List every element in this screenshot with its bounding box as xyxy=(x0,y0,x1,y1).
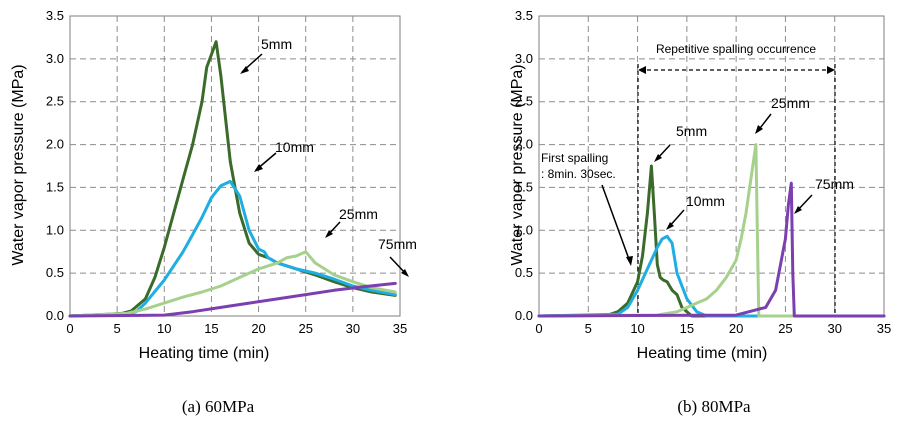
chart-60mpa-anno-75mm: 75mm xyxy=(378,236,417,252)
chart-80mpa-ytick-label: 0.0 xyxy=(515,308,533,323)
chart-60mpa-ytick-label: 0.5 xyxy=(46,265,64,280)
chart-60mpa-anno-10mm: 10mm xyxy=(275,139,314,155)
chart-80mpa-anno-75mm: 75mm xyxy=(815,176,854,192)
chart-60mpa-y-ticks: 0.0 0.5 1.0 1.5 2.0 2.5 3.0 3.5 xyxy=(46,8,64,323)
chart-60mpa-ytick-label: 2.0 xyxy=(46,137,64,152)
chart-60mpa-ytick-label: 1.0 xyxy=(46,222,64,237)
chart-80mpa-xtick-label: 10 xyxy=(630,321,644,336)
chart-80mpa-xtick-label: 5 xyxy=(585,321,592,336)
chart-80mpa-xtick-label: 15 xyxy=(680,321,694,336)
chart-60mpa-ytick-label: 0.0 xyxy=(46,308,64,323)
chart-80mpa-xlabel: Heating time (min) xyxy=(637,345,768,362)
chart-80mpa-arrowhead-75mm xyxy=(794,206,802,214)
chart-80mpa-series-75mm xyxy=(537,181,886,318)
chart-60mpa-xtick-label: 15 xyxy=(204,321,218,336)
chart-60mpa-grid xyxy=(69,15,401,317)
chart-60mpa-series-75mm xyxy=(68,281,397,318)
chart-60mpa-xtick-label: 30 xyxy=(346,321,360,336)
chart-80mpa-xtick-label: 25 xyxy=(778,321,792,336)
chart-60mpa-series-25mm xyxy=(68,250,397,318)
chart-60mpa-xtick-label: 20 xyxy=(251,321,265,336)
chart-60mpa-xtick-label: 0 xyxy=(66,321,73,336)
chart-80mpa-spalling-arrowhead-right xyxy=(827,66,835,74)
chart-80mpa-arrowhead-first-spalling xyxy=(626,256,633,266)
chart-60mpa-xtick-label: 35 xyxy=(393,321,407,336)
chart-60mpa-xtick-label: 25 xyxy=(298,321,312,336)
chart-80mpa-caption: (b) 80MPa xyxy=(677,397,751,416)
chart-60mpa-caption: (a) 60MPa xyxy=(182,397,255,416)
chart-80mpa-anno-5mm: 5mm xyxy=(676,123,707,139)
chart-80mpa-series-10mm xyxy=(537,234,886,318)
chart-80mpa-arrowhead-5mm xyxy=(654,154,662,162)
chart-60mpa-xtick-label: 5 xyxy=(114,321,121,336)
chart-60mpa-ytick-label: 1.5 xyxy=(46,179,64,194)
chart-60mpa-plot-border xyxy=(69,15,401,317)
chart-80mpa-anno-first-spalling: First spalling xyxy=(541,151,608,165)
chart-60mpa-ylabel: Water vapor pressure (MPa) xyxy=(10,64,27,265)
chart-80mpa-ylabel: Water vapor pressure (MPa) xyxy=(509,64,526,265)
chart-80mpa-plot-border xyxy=(538,15,885,317)
chart-80mpa: 0.00.51.01.52.02.53.03.5 0 5 10 15 20 25 30 35 … xyxy=(509,8,891,416)
chart-80mpa-ytick-label: 1.0 xyxy=(515,222,533,237)
chart-60mpa-arrowhead-10mm xyxy=(254,164,263,172)
chart-80mpa-spalling-arrowhead-left xyxy=(638,66,646,74)
chart-80mpa-anno-10mm: 10mm xyxy=(686,193,725,209)
chart-60mpa-anno-25mm: 25mm xyxy=(339,206,378,222)
chart-80mpa-series-25mm xyxy=(537,143,886,318)
chart-60mpa: 0.00.51.01.52.02.53.03.5 0 5 10 15 20 25 30 35 … xyxy=(10,8,417,416)
chart-60mpa-arrowhead-5mm xyxy=(240,66,249,74)
chart-80mpa-xtick-label: 35 xyxy=(877,321,891,336)
chart-80mpa-arrowhead-25mm xyxy=(755,125,763,134)
chart-60mpa-x-ticks: 0 5 10 15 20 25 30 35 xyxy=(66,321,407,336)
chart-60mpa-ytick-label: 2.5 xyxy=(46,94,64,109)
chart-80mpa-anno-25mm: 25mm xyxy=(771,95,810,111)
chart-60mpa-ytick-label: 3.5 xyxy=(46,8,64,23)
chart-80mpa-series xyxy=(537,143,886,318)
chart-60mpa-ytick-label: 3.0 xyxy=(46,51,64,66)
chart-80mpa-ytick-label: 3.0 xyxy=(515,51,533,66)
chart-60mpa-xtick-label: 10 xyxy=(157,321,171,336)
chart-80mpa-anno-first-spalling-time: : 8min. 30sec. xyxy=(541,167,616,181)
chart-80mpa-ytick-label: 0.5 xyxy=(515,265,533,280)
chart-80mpa-xtick-label: 20 xyxy=(729,321,743,336)
chart-80mpa-ytick-label: 1.5 xyxy=(515,179,533,194)
chart-80mpa-arrowhead-10mm xyxy=(666,222,674,230)
chart-80mpa-anno-repetitive: Repetitive spalling occurrence xyxy=(656,42,816,56)
chart-80mpa-series-5mm xyxy=(537,164,886,318)
chart-60mpa-anno-5mm: 5mm xyxy=(261,36,292,52)
chart-80mpa-x-ticks: 0 5 10 15 20 25 30 35 xyxy=(535,321,891,336)
chart-60mpa-arrowhead-25mm xyxy=(325,230,333,238)
chart-80mpa-xtick-label: 30 xyxy=(827,321,841,336)
chart-60mpa-series xyxy=(68,40,397,318)
chart-80mpa-xtick-label: 0 xyxy=(535,321,542,336)
chart-60mpa-arrowhead-75mm xyxy=(401,269,409,277)
chart-80mpa-arrow-first-spalling xyxy=(601,184,631,263)
chart-80mpa-ytick-label: 2.5 xyxy=(515,94,533,109)
chart-80mpa-ytick-label: 2.0 xyxy=(515,137,533,152)
chart-60mpa-xlabel: Heating time (min) xyxy=(139,345,270,362)
chart-80mpa-grid xyxy=(538,15,885,317)
chart-60mpa-series-10mm xyxy=(68,179,397,318)
chart-80mpa-y-ticks: 0.0 0.5 1.0 1.5 2.0 2.5 3.0 3.5 xyxy=(515,8,533,323)
chart-60mpa-series-5mm xyxy=(68,40,397,318)
chart-80mpa-ytick-label: 3.5 xyxy=(515,8,533,23)
